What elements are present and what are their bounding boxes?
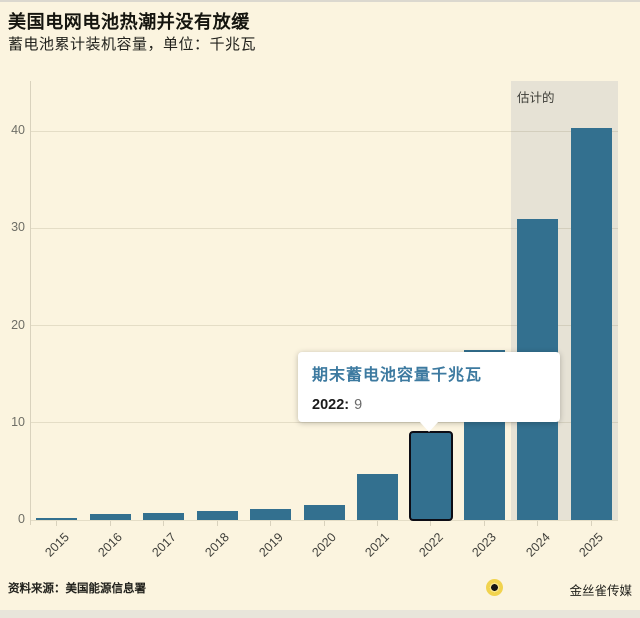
x-axis-label-2025: 2025 [576, 530, 607, 560]
x-axis-label-2022: 2022 [416, 530, 446, 560]
tooltip-number: 9 [354, 397, 363, 413]
estimated-label: 估计的 [517, 91, 555, 105]
x-tick-2016 [109, 521, 111, 526]
y-axis-label-30: 30 [11, 220, 25, 235]
gridline-10 [30, 422, 618, 424]
y-axis-label-20: 20 [11, 317, 25, 332]
bar-2020[interactable] [303, 505, 345, 520]
x-axis-label-2016: 2016 [95, 530, 126, 560]
x-axis-label-2024: 2024 [523, 530, 553, 560]
bar-2019[interactable] [250, 509, 292, 520]
chart-subtitle: 蓄电池累计装机容量，单位：千兆瓦 [8, 36, 257, 53]
x-tick-2020 [323, 521, 325, 526]
x-tick-2015 [56, 521, 58, 526]
x-tick-2022 [430, 521, 432, 526]
x-tick-2018 [216, 521, 218, 526]
x-tick-2019 [270, 521, 272, 526]
bar-2025[interactable] [570, 128, 612, 520]
bar-2021[interactable] [356, 474, 398, 520]
y-axis-line [29, 81, 31, 525]
x-axis-label-2018: 2018 [202, 530, 232, 560]
brand-text: 金丝雀传媒 [569, 584, 632, 598]
y-axis-label-40: 40 [11, 123, 25, 137]
bar-2017[interactable] [143, 513, 185, 520]
tooltip: 期末蓄电池容量千兆瓦 2022: 9 [298, 352, 560, 422]
y-axis-label-0: 0 [18, 512, 25, 526]
gridline-20 [30, 325, 618, 326]
x-axis-label-2021: 2021 [362, 530, 393, 560]
x-tick-2023 [483, 521, 485, 526]
x-tick-2024 [537, 521, 539, 526]
tooltip-arrow-icon [419, 421, 439, 432]
bar-2018[interactable] [196, 511, 238, 520]
chart-title: 美国电网电池热潮并没有放缓 [8, 12, 250, 32]
tooltip-year-label: 2022: [312, 397, 350, 413]
y-axis-label-10: 10 [11, 414, 25, 429]
tooltip-value: 2022: 9 [312, 397, 546, 413]
x-axis-label-2023: 2023 [469, 530, 500, 560]
bar-2016[interactable] [89, 514, 131, 520]
bar-2015[interactable] [36, 518, 78, 520]
gridline-30 [30, 227, 618, 229]
x-axis-label-2015: 2015 [42, 530, 72, 560]
x-tick-2025 [590, 521, 592, 526]
x-axis-label-2019: 2019 [255, 530, 286, 560]
window-bottom-edge [0, 610, 640, 618]
window-top-edge [0, 0, 640, 2]
tooltip-title: 期末蓄电池容量千兆瓦 [312, 367, 483, 384]
x-tick-2017 [163, 521, 165, 526]
highlighted-bar-outline [408, 430, 453, 522]
x-tick-2021 [376, 521, 378, 526]
canary-logo-icon [486, 579, 503, 596]
source-text: 资料来源：美国能源信息署 [8, 583, 146, 595]
x-axis-label-2020: 2020 [309, 530, 339, 560]
bar-2022[interactable] [410, 432, 452, 520]
gridline-0 [30, 519, 618, 521]
x-axis-label-2017: 2017 [148, 530, 179, 560]
gridline-40 [30, 130, 618, 132]
